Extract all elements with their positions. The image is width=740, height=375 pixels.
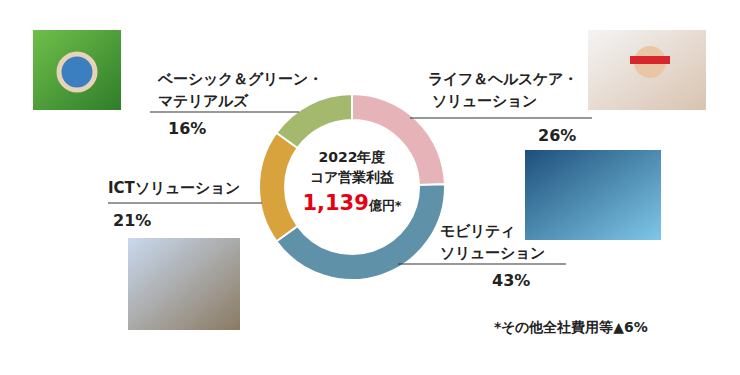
label-line: ベーシック＆グリーン・ [157,70,323,88]
photo-detail [59,54,95,90]
category-label: モビリティソリューション [440,222,545,262]
center-title: 2022年度 [319,149,386,165]
leader-line [150,111,299,112]
donut [259,94,445,280]
center-value-group: 1,139億円* [302,191,401,215]
label-line: マテリアルズ [158,92,249,110]
photo [33,30,121,110]
label-line: ICTソリューション [108,179,240,197]
center-unit: 億円* [368,198,402,213]
data-label: 21% [113,211,151,230]
leader-line [410,117,592,118]
label-line: ソリューション [432,92,537,110]
donut-slice [276,94,352,148]
photo [588,30,706,110]
category-label: ベーシック＆グリーン・マテリアルズ [157,70,323,110]
chart: ライフ＆ヘルスケア・ソリューション26%モビリティソリューション43%ICTソリ… [0,0,740,375]
leader-line [108,202,262,203]
label-line: ライフ＆ヘルスケア・ [428,70,578,88]
category-label: ライフ＆ヘルスケア・ソリューション [428,70,578,110]
photo [128,238,240,330]
donut-slice [259,133,298,241]
photo-detail [630,56,670,64]
label-line: モビリティ [440,222,515,240]
label-line: ソリューション [440,244,545,262]
data-label: 16% [168,119,206,138]
donut-slice [276,184,445,280]
center-value: 1,139 [302,191,368,215]
data-label: 43% [492,271,530,290]
category-label: ICTソリューション [108,179,240,197]
data-label: 26% [538,126,576,145]
annotation: *その他全社費用等▲6% [494,319,648,335]
center-title: コア営業利益 [310,169,394,185]
photo [525,150,661,240]
leader-line [398,263,566,264]
